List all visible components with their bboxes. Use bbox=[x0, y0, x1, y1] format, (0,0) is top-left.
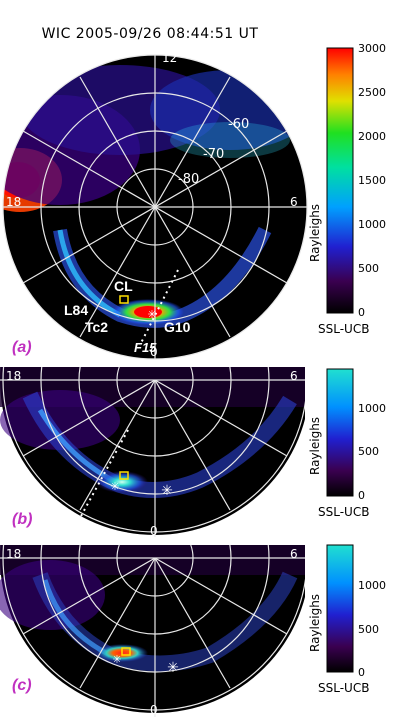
panel-c-g10-marker: ✳ bbox=[167, 659, 179, 675]
panel-a-f15-track bbox=[139, 269, 179, 346]
panel-b-cl-marker bbox=[119, 471, 129, 480]
station-g10-marker: ✳ bbox=[147, 309, 156, 321]
colorbar-a-tick-1000: 1000 bbox=[358, 218, 386, 231]
colorbar-a-tick-2500: 2500 bbox=[358, 86, 386, 99]
colorbar-b-unit: Rayleighs bbox=[308, 417, 322, 475]
colorbar-c-tick-1000: 1000 bbox=[358, 579, 386, 592]
colorbar-c-scale bbox=[326, 544, 354, 673]
panel-b-g10-marker: ✳ bbox=[161, 482, 173, 498]
station-cl-marker bbox=[119, 295, 129, 304]
panel-b-tag: (b) bbox=[12, 511, 32, 528]
colorbar-a-unit: Rayleighs bbox=[308, 204, 322, 262]
colorbar-a-tick-3000: 3000 bbox=[358, 42, 386, 55]
panel-b-mlt-bottom: 0 bbox=[150, 524, 158, 538]
colorbar-b-tick-0: 0 bbox=[358, 489, 365, 502]
lat-label-60: -60 bbox=[228, 117, 249, 132]
colorbar-a: 3000 2500 2000 1500 1000 500 0 Rayleighs… bbox=[308, 42, 386, 336]
lat-label-70: -70 bbox=[203, 147, 224, 162]
panel-b-tc2-marker: ✳ bbox=[110, 481, 119, 493]
panel-a-mlt-right: 6 bbox=[290, 195, 298, 209]
colorbar-b: 1000 500 0 Rayleighs SSL-UCB bbox=[308, 368, 386, 519]
panel-c-cl-marker bbox=[121, 647, 131, 656]
panel-a-stations: ✳ bbox=[119, 295, 157, 321]
panel-a-mlt-left: 18 bbox=[6, 195, 21, 209]
colorbar-b-scale bbox=[326, 368, 354, 497]
station-l84-label: L84 bbox=[64, 302, 88, 318]
station-g10-label: G10 bbox=[164, 319, 191, 335]
panel-b-mlt-left: 18 bbox=[6, 369, 21, 383]
colorbar-c: 1000 500 0 Rayleighs SSL-UCB bbox=[308, 544, 386, 695]
panel-b: ✳ ✳ 18 6 0 (b) bbox=[0, 367, 305, 541]
panel-c: ✳ ✳ 18 6 0 (c) bbox=[0, 545, 305, 717]
panel-a-tag: (a) bbox=[12, 339, 32, 356]
colorbar-a-tick-500: 500 bbox=[358, 262, 379, 275]
panel-c-tc2-marker: ✳ bbox=[112, 654, 121, 666]
panel-a-mlt-top: 12 bbox=[162, 51, 177, 65]
colorbar-a-tick-0: 0 bbox=[358, 306, 365, 319]
panel-b-mlt-right: 6 bbox=[290, 369, 298, 383]
colorbar-a-scale bbox=[326, 47, 354, 314]
station-cl-label: CL bbox=[114, 278, 133, 294]
panel-c-mlt-bottom: 0 bbox=[150, 703, 158, 717]
lat-label-80: -80 bbox=[178, 172, 199, 187]
colorbar-c-unit: Rayleighs bbox=[308, 594, 322, 652]
colorbar-c-tick-0: 0 bbox=[358, 666, 365, 679]
panel-c-tag: (c) bbox=[12, 677, 32, 694]
station-tc2-label: Tc2 bbox=[85, 319, 108, 335]
figure-title: WIC 2005-09/26 08:44:51 UT bbox=[42, 26, 259, 42]
colorbar-b-tick-500: 500 bbox=[358, 445, 379, 458]
colorbar-c-credit: SSL-UCB bbox=[318, 681, 369, 695]
colorbar-a-tick-2000: 2000 bbox=[358, 130, 386, 143]
panel-a-mlt-bottom: 0 bbox=[150, 345, 158, 359]
colorbar-b-tick-1000: 1000 bbox=[358, 402, 386, 415]
colorbar-b-credit: SSL-UCB bbox=[318, 505, 369, 519]
panel-c-mlt-left: 18 bbox=[6, 547, 21, 561]
panel-a-grid bbox=[2, 54, 308, 360]
colorbar-a-tick-1500: 1500 bbox=[358, 174, 386, 187]
colorbar-a-credit: SSL-UCB bbox=[318, 322, 369, 336]
panel-c-mlt-right: 6 bbox=[290, 547, 298, 561]
f15-label: F15 bbox=[134, 340, 157, 355]
panel-a: ✳ 12 18 6 0 -60 -70 -80 CL L84 Tc2 G10 F… bbox=[2, 51, 308, 360]
colorbar-c-tick-500: 500 bbox=[358, 623, 379, 636]
